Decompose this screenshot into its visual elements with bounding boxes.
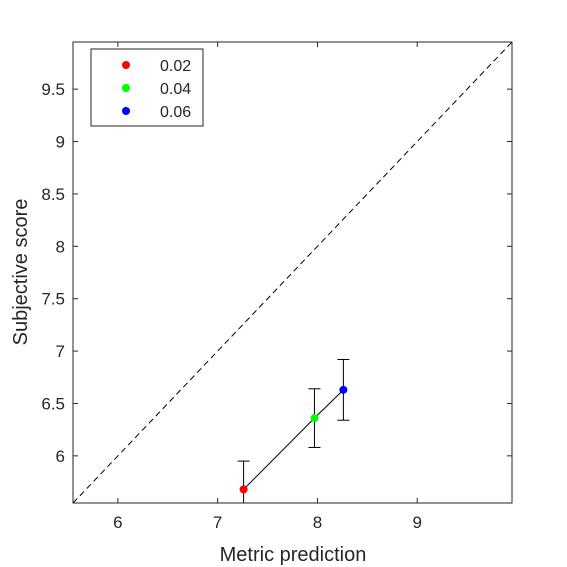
legend-label-2: 0.04 (160, 81, 191, 98)
legend-marker-1 (122, 61, 130, 69)
y-tick-label: 8 (56, 237, 65, 256)
y-axis-label: Subjective score (10, 199, 32, 346)
x-tick-label: 9 (412, 513, 421, 532)
y-tick-label: 6.5 (41, 394, 65, 413)
y-tick-label: 7 (56, 342, 65, 361)
data-point-3 (339, 385, 348, 394)
legend-marker-2 (122, 84, 130, 92)
y-tick-label: 7.5 (41, 290, 65, 309)
legend-box (90, 48, 204, 127)
axes-box (72, 41, 513, 504)
x-axis-label: Metric prediction (220, 544, 367, 566)
legend-label-3: 0.06 (160, 104, 191, 121)
legend-marker-3 (122, 107, 130, 115)
y-tick-label: 6 (56, 447, 65, 466)
y-tick-label: 8.5 (41, 185, 65, 204)
x-tick-label: 8 (313, 513, 322, 532)
data-point-2 (310, 414, 319, 423)
identity-reference-line (73, 42, 512, 503)
x-tick-label: 6 (113, 513, 122, 532)
y-tick-label: 9.5 (41, 80, 65, 99)
legend-label-1: 0.02 (160, 58, 191, 75)
data-point-1 (239, 485, 248, 494)
x-tick-label: 7 (213, 513, 222, 532)
legend: 0.02 0.04 0.06 (90, 48, 204, 127)
y-tick-label: 9 (56, 133, 65, 152)
